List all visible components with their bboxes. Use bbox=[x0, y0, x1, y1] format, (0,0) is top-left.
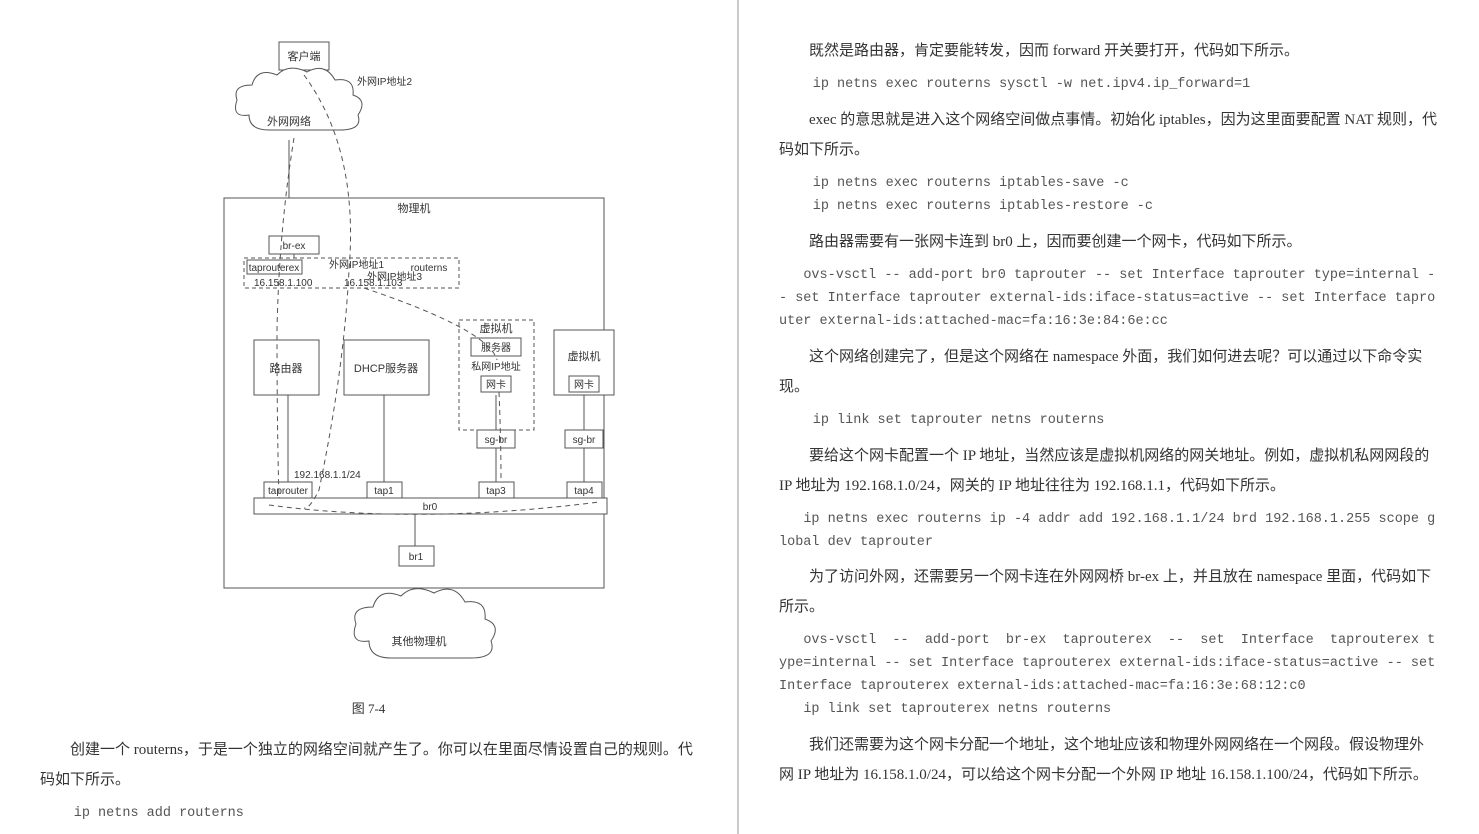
svg-text:192.168.1.1/24: 192.168.1.1/24 bbox=[294, 470, 361, 481]
svg-text:外网网络: 外网网络 bbox=[267, 114, 311, 128]
left-para-1: 创建一个 routerns，于是一个独立的网络空间就产生了。你可以在里面尽情设置… bbox=[40, 735, 697, 795]
left-code-1: ip netns add routerns bbox=[74, 803, 697, 826]
figure-caption: 图 7-4 bbox=[40, 698, 697, 717]
svg-text:虚拟机: 虚拟机 bbox=[567, 349, 600, 363]
figure-7-4: 客户端 外网IP地址2 外网网络 物理机 br-ex taprouterex 外… bbox=[40, 30, 697, 717]
svg-text:客户端: 客户端 bbox=[287, 49, 320, 63]
svg-text:taprouter: taprouter bbox=[267, 486, 308, 497]
r-p5: 要给这个网卡配置一个 IP 地址，当然应该是虚拟机网络的网关地址。例如，虚拟机私… bbox=[779, 441, 1438, 501]
r-p1: 既然是路由器，肯定要能转发，因而 forward 开关要打开，代码如下所示。 bbox=[779, 36, 1438, 66]
svg-text:tap4: tap4 bbox=[574, 486, 594, 497]
svg-text:16.158.1.100: 16.158.1.100 bbox=[254, 278, 313, 289]
svg-text:其他物理机: 其他物理机 bbox=[391, 634, 446, 648]
svg-text:外网IP地址2: 外网IP地址2 bbox=[357, 75, 412, 88]
svg-text:br-ex: br-ex bbox=[282, 241, 305, 252]
svg-text:16.158.1.103: 16.158.1.103 bbox=[344, 278, 403, 289]
svg-text:私网IP地址: 私网IP地址 bbox=[471, 360, 520, 373]
r-c5: ip netns exec routerns ip -4 addr add 19… bbox=[779, 509, 1438, 555]
svg-text:sg-br: sg-br bbox=[484, 435, 507, 446]
svg-text:tap1: tap1 bbox=[374, 486, 394, 497]
right-page: 既然是路由器，肯定要能转发，因而 forward 开关要打开，代码如下所示。 i… bbox=[739, 0, 1478, 834]
network-diagram: 客户端 外网IP地址2 外网网络 物理机 br-ex taprouterex 外… bbox=[119, 30, 619, 690]
svg-text:网卡: 网卡 bbox=[486, 378, 506, 391]
svg-text:sg-br: sg-br bbox=[572, 435, 595, 446]
r-c4: ip link set taprouter netns routerns bbox=[813, 410, 1438, 433]
r-p7: 我们还需要为这个网卡分配一个地址，这个地址应该和物理外网网络在一个网段。假设物理… bbox=[779, 730, 1438, 790]
svg-text:br0: br0 bbox=[422, 502, 437, 513]
svg-text:物理机: 物理机 bbox=[397, 201, 430, 215]
svg-text:routerns: routerns bbox=[410, 263, 447, 274]
r-c2: ip netns exec routerns iptables-save -c … bbox=[813, 173, 1438, 219]
svg-text:tap3: tap3 bbox=[486, 486, 506, 497]
svg-text:虚拟机: 虚拟机 bbox=[479, 321, 512, 335]
svg-text:服务器: 服务器 bbox=[481, 341, 511, 354]
svg-text:网卡: 网卡 bbox=[574, 378, 594, 391]
svg-text:路由器: 路由器 bbox=[269, 361, 302, 375]
r-c1: ip netns exec routerns sysctl -w net.ipv… bbox=[813, 74, 1438, 97]
r-p6: 为了访问外网，还需要另一个网卡连在外网网桥 br-ex 上，并且放在 names… bbox=[779, 562, 1438, 622]
r-c3: ovs-vsctl -- add-port br0 taprouter -- s… bbox=[779, 265, 1438, 334]
svg-text:外网IP地址1: 外网IP地址1 bbox=[329, 258, 384, 271]
svg-text:taprouterex: taprouterex bbox=[248, 263, 299, 274]
svg-text:DHCP服务器: DHCP服务器 bbox=[353, 362, 417, 375]
r-p2: exec 的意思就是进入这个网络空间做点事情。初始化 iptables，因为这里… bbox=[779, 105, 1438, 165]
r-c6: ovs-vsctl -- add-port br-ex taprouterex … bbox=[779, 630, 1438, 722]
r-p4: 这个网络创建完了，但是这个网络在 namespace 外面，我们如何进去呢？可以… bbox=[779, 342, 1438, 402]
svg-text:br1: br1 bbox=[408, 552, 423, 563]
left-page: 客户端 外网IP地址2 外网网络 物理机 br-ex taprouterex 外… bbox=[0, 0, 739, 834]
r-p3: 路由器需要有一张网卡连到 br0 上，因而要创建一个网卡，代码如下所示。 bbox=[779, 227, 1438, 257]
